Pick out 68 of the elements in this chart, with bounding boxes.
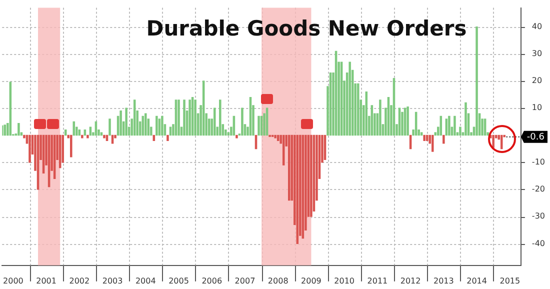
bar: [356, 83, 360, 136]
bar: [258, 116, 260, 136]
y-tick-label: -10: [532, 157, 546, 166]
bar: [86, 134, 89, 138]
bar: [142, 116, 144, 136]
bar: [432, 134, 434, 152]
bar: [348, 62, 351, 136]
x-tick-label: 2005: [168, 276, 189, 286]
bar: [492, 134, 494, 148]
x-tick-label: 2008: [268, 276, 288, 286]
y-tick-label: 30: [532, 48, 542, 58]
bar: [406, 106, 409, 136]
bar: [448, 116, 450, 136]
bar: [241, 108, 244, 136]
x-tick-label: 2000: [3, 276, 24, 286]
bar: [188, 100, 191, 136]
bar: [166, 134, 169, 141]
bar: [420, 132, 423, 136]
bar: [81, 134, 84, 138]
x-tick-label: 2014: [466, 276, 487, 286]
bar: [144, 113, 147, 136]
annotation: -0.6: [526, 132, 545, 143]
bar: [125, 108, 128, 136]
x-tick-label: 2013: [433, 276, 454, 286]
bar: [178, 100, 180, 136]
bar: [442, 134, 445, 144]
bar: [183, 100, 186, 136]
bar: [423, 134, 426, 141]
bar: [310, 134, 312, 217]
bar: [464, 102, 467, 136]
bar: [156, 116, 158, 136]
x-tick-label: 2001: [36, 276, 56, 286]
x-tick-label: 2004: [135, 276, 156, 286]
bar: [120, 110, 122, 136]
bar: [274, 134, 276, 138]
bar: [108, 118, 111, 136]
bar: [213, 108, 216, 136]
x-tick-label: 2011: [367, 276, 388, 286]
bar: [236, 134, 238, 138]
bar: [454, 116, 456, 136]
bar: [379, 100, 382, 136]
bar: [18, 122, 20, 136]
bar: [219, 100, 222, 136]
bar: [161, 116, 164, 136]
y-tick-label: -30: [532, 212, 546, 221]
x-tick-label: 2012: [400, 276, 421, 286]
bar: [194, 100, 196, 136]
y-tick-label: 10: [532, 103, 542, 112]
bar: [288, 134, 290, 201]
y-tick-label: -40: [532, 238, 546, 248]
bar: [459, 126, 462, 136]
x-tick-label: 2006: [202, 276, 222, 286]
bar: [70, 134, 72, 158]
bar: [100, 132, 103, 136]
y-tick-label: -20: [532, 184, 546, 194]
x-tick-label: 2002: [69, 276, 90, 286]
x-tick-label: 2015: [500, 276, 520, 286]
y-tick-label: 40: [532, 22, 542, 31]
bar: [401, 112, 404, 136]
x-tick-label: 2003: [102, 276, 123, 286]
x-tick-label: 2009: [301, 276, 322, 286]
bar: [103, 134, 106, 138]
bar: [28, 134, 31, 163]
bar: [476, 26, 478, 136]
chart-title: Durable Goods New Orders: [146, 16, 467, 40]
x-tick-label: 2007: [234, 276, 256, 286]
y-tick-label: 20: [532, 76, 542, 86]
x-tick-label: 2010: [334, 276, 355, 286]
